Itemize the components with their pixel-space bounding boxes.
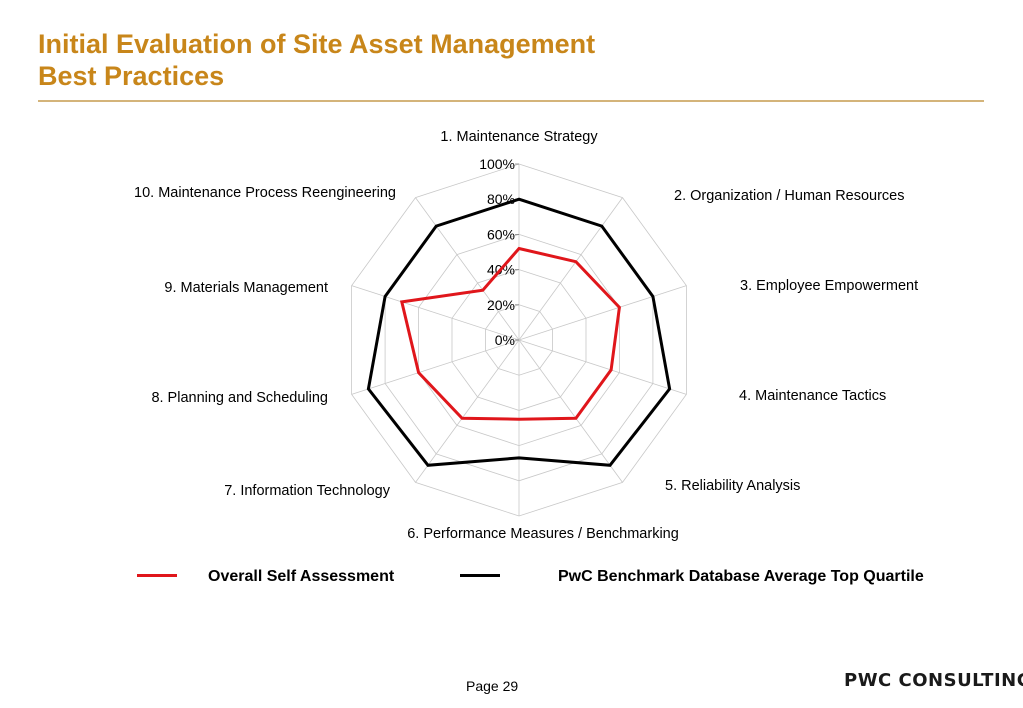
tick-label-3: 60%: [487, 226, 515, 242]
grid-spoke-8: [351, 339, 520, 395]
grid-spoke-9: [351, 285, 520, 341]
legend-swatch-benchmark: [460, 574, 500, 577]
category-label-8: 8. Planning and Scheduling: [151, 390, 328, 406]
grid-spoke-10: [415, 197, 520, 341]
series-line-self-assessment: [399, 246, 621, 421]
legend-label-self-assessment: Overall Self Assessment: [208, 568, 395, 585]
series-line-benchmark: [366, 197, 672, 467]
grid-spoke-5: [518, 339, 623, 483]
category-label-2: 2. Organization / Human Resources: [674, 188, 905, 204]
category-label-7: 7. Information Technology: [224, 483, 391, 499]
grid-spoke-7: [415, 339, 520, 483]
grid-spoke-2: [518, 197, 623, 341]
grid-spoke-3: [518, 285, 687, 341]
category-label-6: 6. Performance Measures / Benchmarking: [407, 526, 679, 542]
grid-spoke-4: [518, 339, 687, 395]
category-label-5: 5. Reliability Analysis: [665, 478, 800, 494]
company-logo: PWC CONSULTING: [844, 670, 1023, 691]
slide-title-line-2: Best Practices: [38, 61, 225, 91]
category-label-3: 3. Employee Empowerment: [740, 278, 918, 294]
category-label-10: 10. Maintenance Process Reengineering: [134, 185, 396, 201]
tick-label-0: 0%: [495, 332, 515, 348]
tick-label-5: 100%: [479, 156, 515, 172]
legend-label-benchmark: PwC Benchmark Database Average Top Quart…: [558, 568, 924, 585]
category-label-4: 4. Maintenance Tactics: [739, 388, 886, 404]
tick-label-1: 20%: [487, 297, 515, 313]
category-label-1: 1. Maintenance Strategy: [440, 129, 598, 145]
category-label-9: 9. Materials Management: [164, 280, 328, 296]
page-number: Page 29: [466, 678, 519, 694]
legend-swatch-self-assessment: [137, 574, 177, 577]
slide-title: Initial Evaluation of Site Asset Managem…: [38, 28, 595, 92]
chart-legend: Overall Self Assessment PwC Benchmark Da…: [0, 566, 1023, 590]
title-divider: [38, 100, 984, 102]
slide-title-line-1: Initial Evaluation of Site Asset Managem…: [38, 29, 596, 59]
